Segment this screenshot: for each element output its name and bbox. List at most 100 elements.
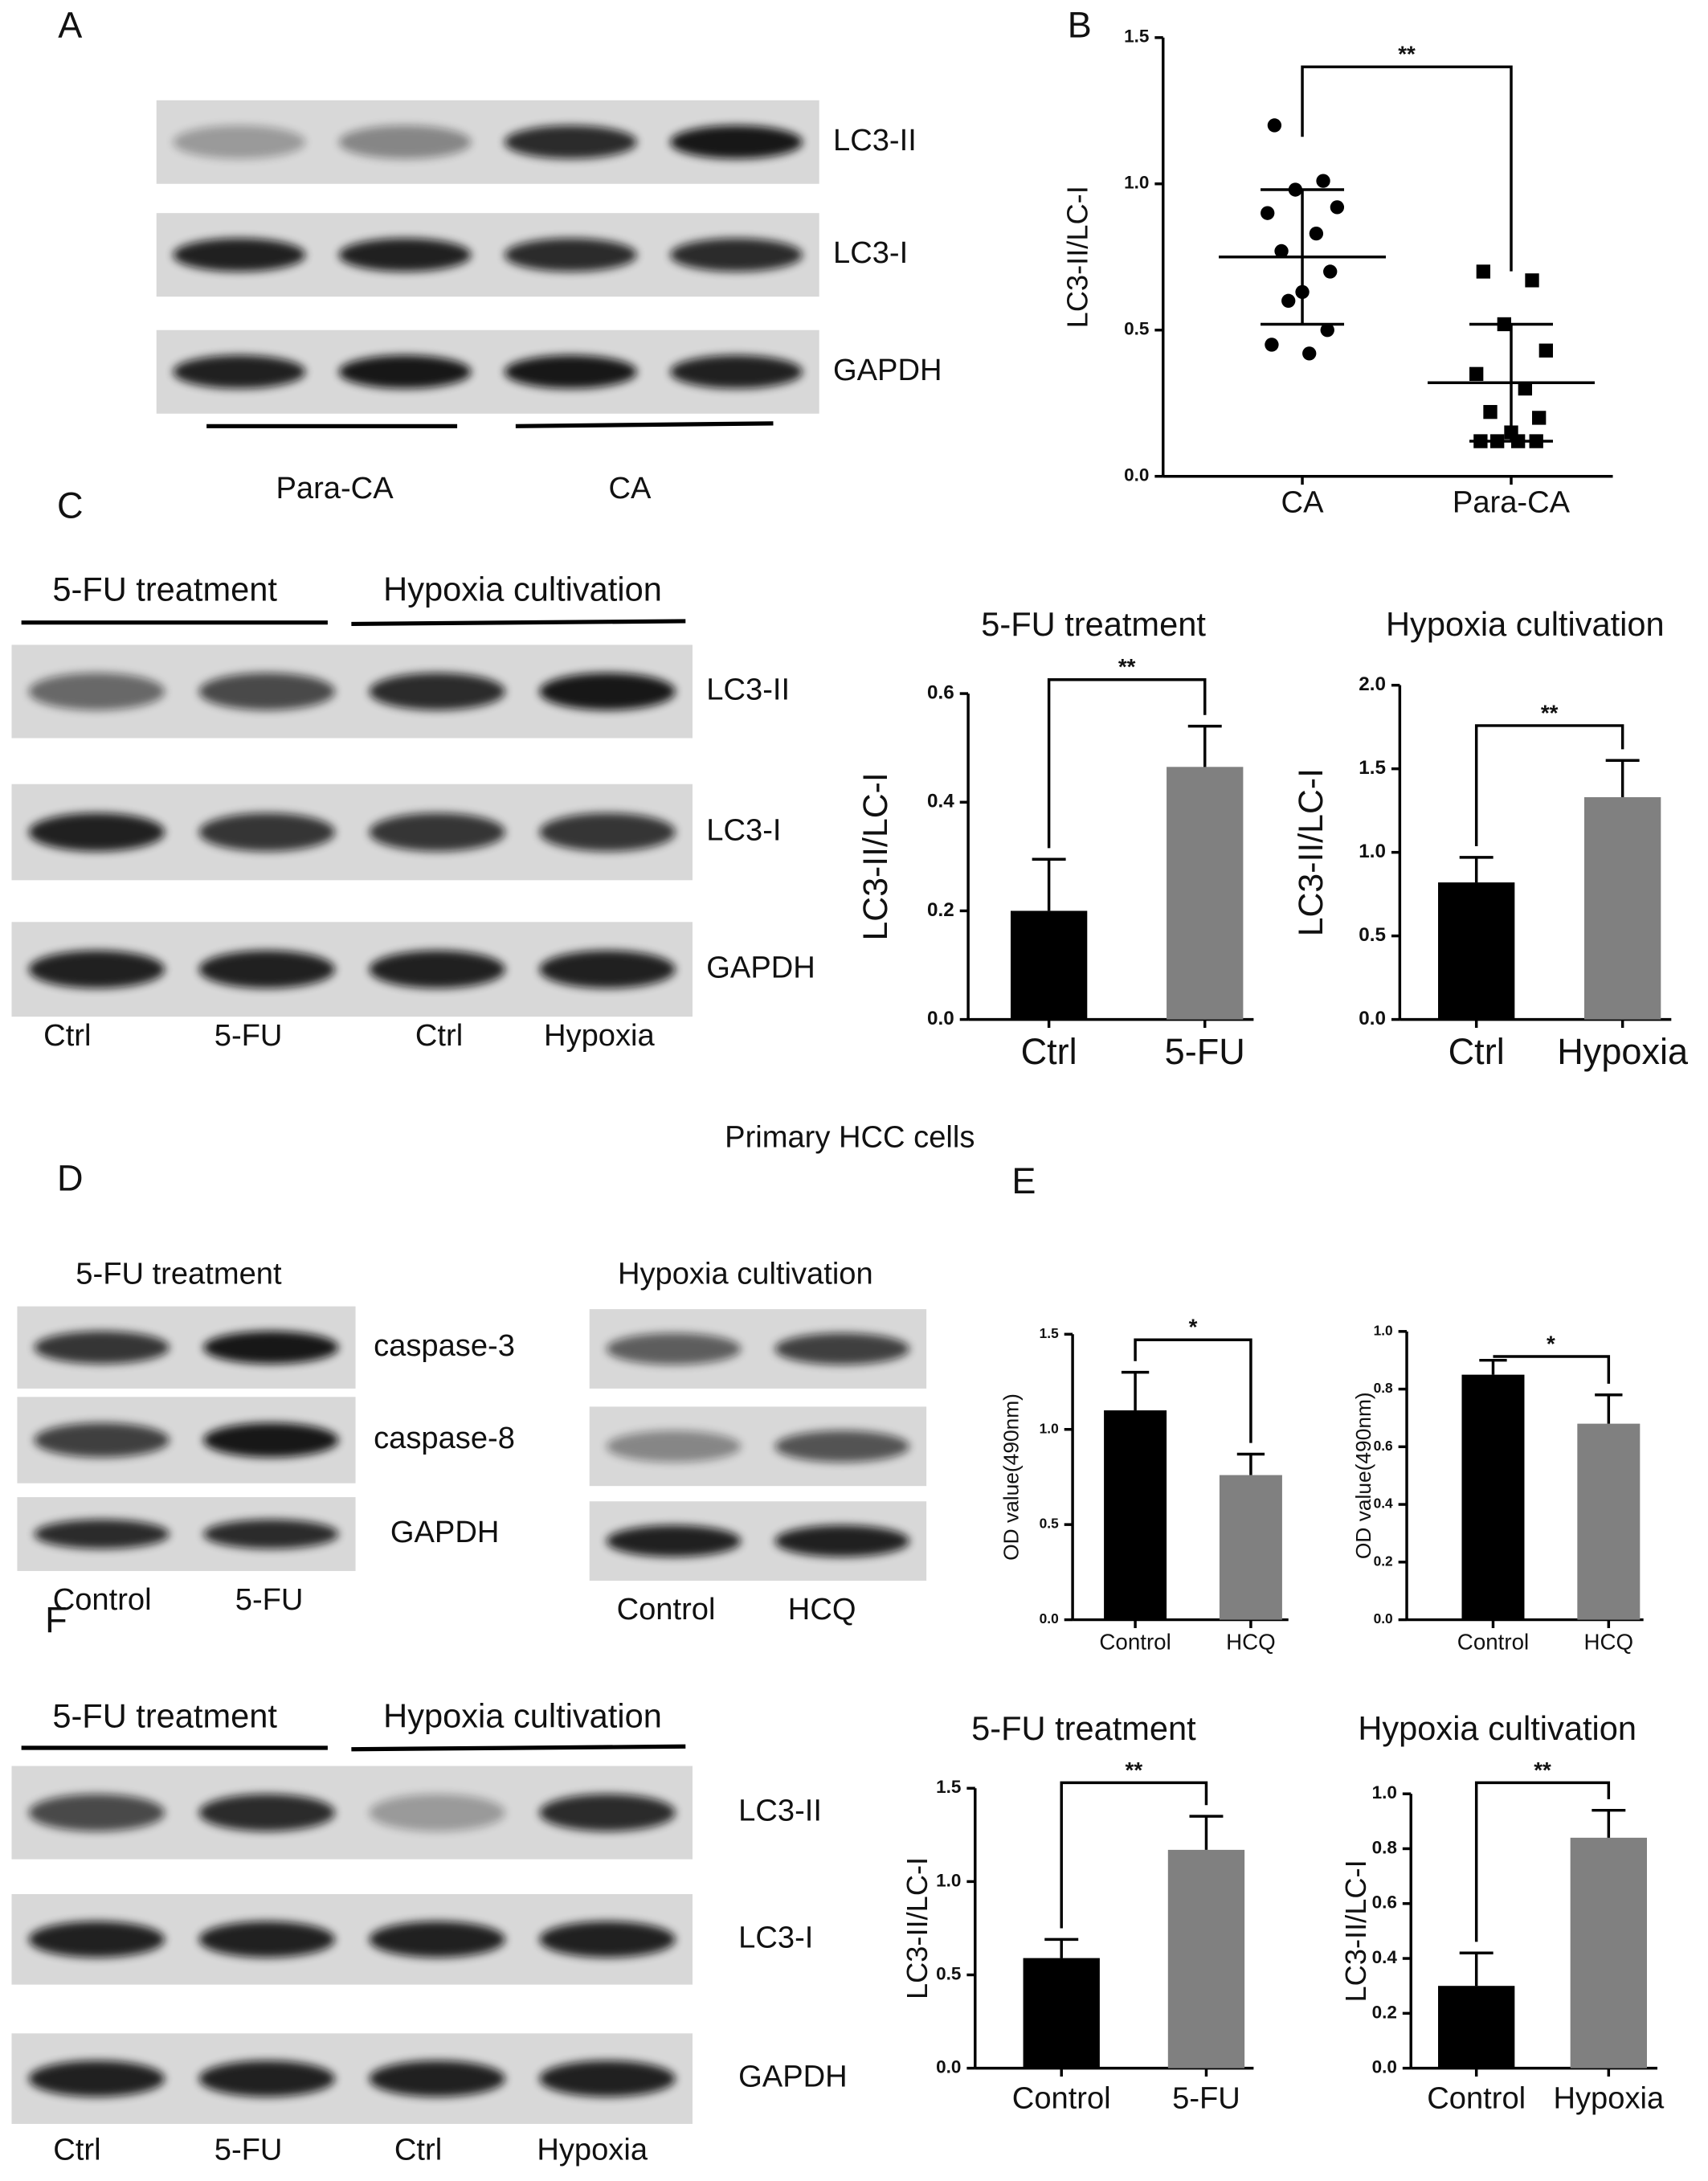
blot-header: Hypoxia cultivation bbox=[383, 1697, 662, 1735]
significance-bracket bbox=[1060, 1781, 1208, 1929]
blot-band bbox=[369, 2060, 505, 2097]
blot-band bbox=[369, 1921, 505, 1958]
data-point bbox=[1316, 174, 1330, 188]
y-tick-label: 0.0 bbox=[1359, 1008, 1386, 1029]
blot-band bbox=[338, 125, 472, 159]
lane-label: Ctrl bbox=[53, 2133, 100, 2167]
y-tick-label: 0.6 bbox=[1372, 1893, 1397, 1913]
bar bbox=[1219, 1475, 1282, 1620]
data-point bbox=[1525, 273, 1539, 288]
error-bar bbox=[1121, 1370, 1150, 1411]
x-tick-label: Control bbox=[1427, 2081, 1526, 2116]
x-tick-label: Control bbox=[1012, 2081, 1111, 2116]
blot-band bbox=[198, 673, 336, 710]
blot-band bbox=[670, 238, 803, 272]
blot-band bbox=[203, 1331, 339, 1365]
blot-band bbox=[198, 812, 336, 852]
blot-band bbox=[34, 1422, 170, 1458]
chart-title: 5-FU treatment bbox=[971, 1709, 1196, 1747]
panel-letter: B bbox=[1068, 5, 1092, 46]
data-point bbox=[1518, 381, 1533, 396]
group-label: Para-CA bbox=[276, 471, 394, 505]
y-tick-label: 1.0 bbox=[1374, 1322, 1393, 1338]
blot-band bbox=[369, 1794, 505, 1831]
x-tick-label: Control bbox=[1099, 1629, 1171, 1654]
x-tick-label: Ctrl bbox=[1021, 1031, 1077, 1072]
y-tick-label: 0.2 bbox=[927, 899, 954, 921]
y-tick-label: 0.5 bbox=[1359, 924, 1386, 946]
blot-band bbox=[28, 673, 165, 710]
blot-band bbox=[203, 1422, 339, 1458]
bar bbox=[1023, 1958, 1100, 2068]
data-point bbox=[1274, 243, 1289, 259]
y-tick-label: 1.0 bbox=[936, 1870, 961, 1890]
blot-band bbox=[198, 2060, 336, 2097]
blot-header: 5-FU treatment bbox=[52, 1697, 277, 1735]
blot-label: GAPDH bbox=[738, 2060, 848, 2094]
x-tick-label: Control bbox=[1457, 1629, 1529, 1654]
significance-bracket bbox=[1474, 1781, 1611, 1942]
y-tick-label: 1.0 bbox=[1040, 1420, 1059, 1436]
bar bbox=[1167, 767, 1244, 1020]
y-tick-label: 1.0 bbox=[1359, 841, 1386, 862]
significance-label: ** bbox=[1541, 700, 1559, 725]
y-tick-label: 0.0 bbox=[936, 2057, 961, 2077]
significance-label: * bbox=[1547, 1331, 1555, 1356]
y-axis-label: LC3-II/LC-I bbox=[1060, 186, 1093, 328]
error-bar bbox=[1592, 1808, 1626, 1838]
panel-letter: E bbox=[1011, 1160, 1036, 1201]
x-tick-label: CA bbox=[1281, 485, 1325, 519]
blot-band bbox=[606, 1332, 742, 1365]
y-tick-label: 0.8 bbox=[1372, 1837, 1397, 1857]
error-bar bbox=[1236, 1452, 1265, 1475]
error-bar bbox=[1044, 1938, 1079, 1958]
y-tick-label: 0.5 bbox=[1040, 1516, 1059, 1532]
error-bar bbox=[1605, 759, 1640, 798]
significance-label: * bbox=[1189, 1315, 1198, 1340]
panel-letter: D bbox=[57, 1158, 84, 1199]
data-point bbox=[1538, 343, 1554, 358]
data-point bbox=[1281, 293, 1296, 309]
error-bar bbox=[1469, 322, 1554, 443]
bar bbox=[1577, 1423, 1641, 1620]
data-point bbox=[1330, 200, 1345, 215]
data-point bbox=[1261, 206, 1275, 220]
lane-label: Ctrl bbox=[415, 1018, 463, 1053]
data-point bbox=[1265, 338, 1279, 352]
y-tick-label: 2.0 bbox=[1359, 673, 1386, 695]
blot-band bbox=[369, 673, 505, 710]
blot-band bbox=[173, 354, 306, 389]
y-tick-label: 0.2 bbox=[1374, 1553, 1393, 1569]
y-tick-label: 1.0 bbox=[1372, 1782, 1397, 1802]
error-bar bbox=[1459, 856, 1493, 883]
chart-title: 5-FU treatment bbox=[981, 605, 1206, 643]
significance-label: ** bbox=[1126, 1757, 1143, 1782]
y-tick-label: 0.5 bbox=[936, 1963, 961, 1983]
chart-title: Hypoxia cultivation bbox=[1386, 605, 1665, 643]
x-tick-label: Hypoxia bbox=[1557, 1031, 1689, 1072]
blot-band bbox=[774, 1524, 910, 1557]
blot-band bbox=[539, 812, 676, 852]
blot-band bbox=[203, 1519, 339, 1549]
lane-label: Ctrl bbox=[43, 1018, 91, 1053]
y-tick-label: 0.6 bbox=[927, 681, 954, 703]
blot-band bbox=[34, 1519, 170, 1549]
blot-band bbox=[670, 354, 803, 389]
lane-label: Control bbox=[53, 1582, 152, 1617]
group-label: CA bbox=[608, 471, 652, 505]
x-tick-label: Para-CA bbox=[1453, 485, 1571, 519]
error-bar bbox=[1032, 857, 1066, 911]
blot-band bbox=[28, 1921, 165, 1958]
y-axis-label: LC3-II/LC-I bbox=[1339, 1860, 1372, 2002]
heading: Primary HCC cells bbox=[725, 1120, 975, 1155]
blot-label: LC3-I bbox=[738, 1920, 813, 1954]
blot-band bbox=[369, 950, 505, 988]
significance-bracket bbox=[1474, 724, 1624, 847]
error-bar bbox=[1187, 724, 1222, 767]
blot-band bbox=[504, 354, 637, 389]
blot-band bbox=[173, 125, 306, 159]
blot-band bbox=[539, 1921, 676, 1958]
y-tick-label: 0.5 bbox=[1124, 319, 1149, 339]
blot-header: 5-FU treatment bbox=[76, 1257, 282, 1291]
lane-label: Ctrl bbox=[394, 2133, 442, 2167]
